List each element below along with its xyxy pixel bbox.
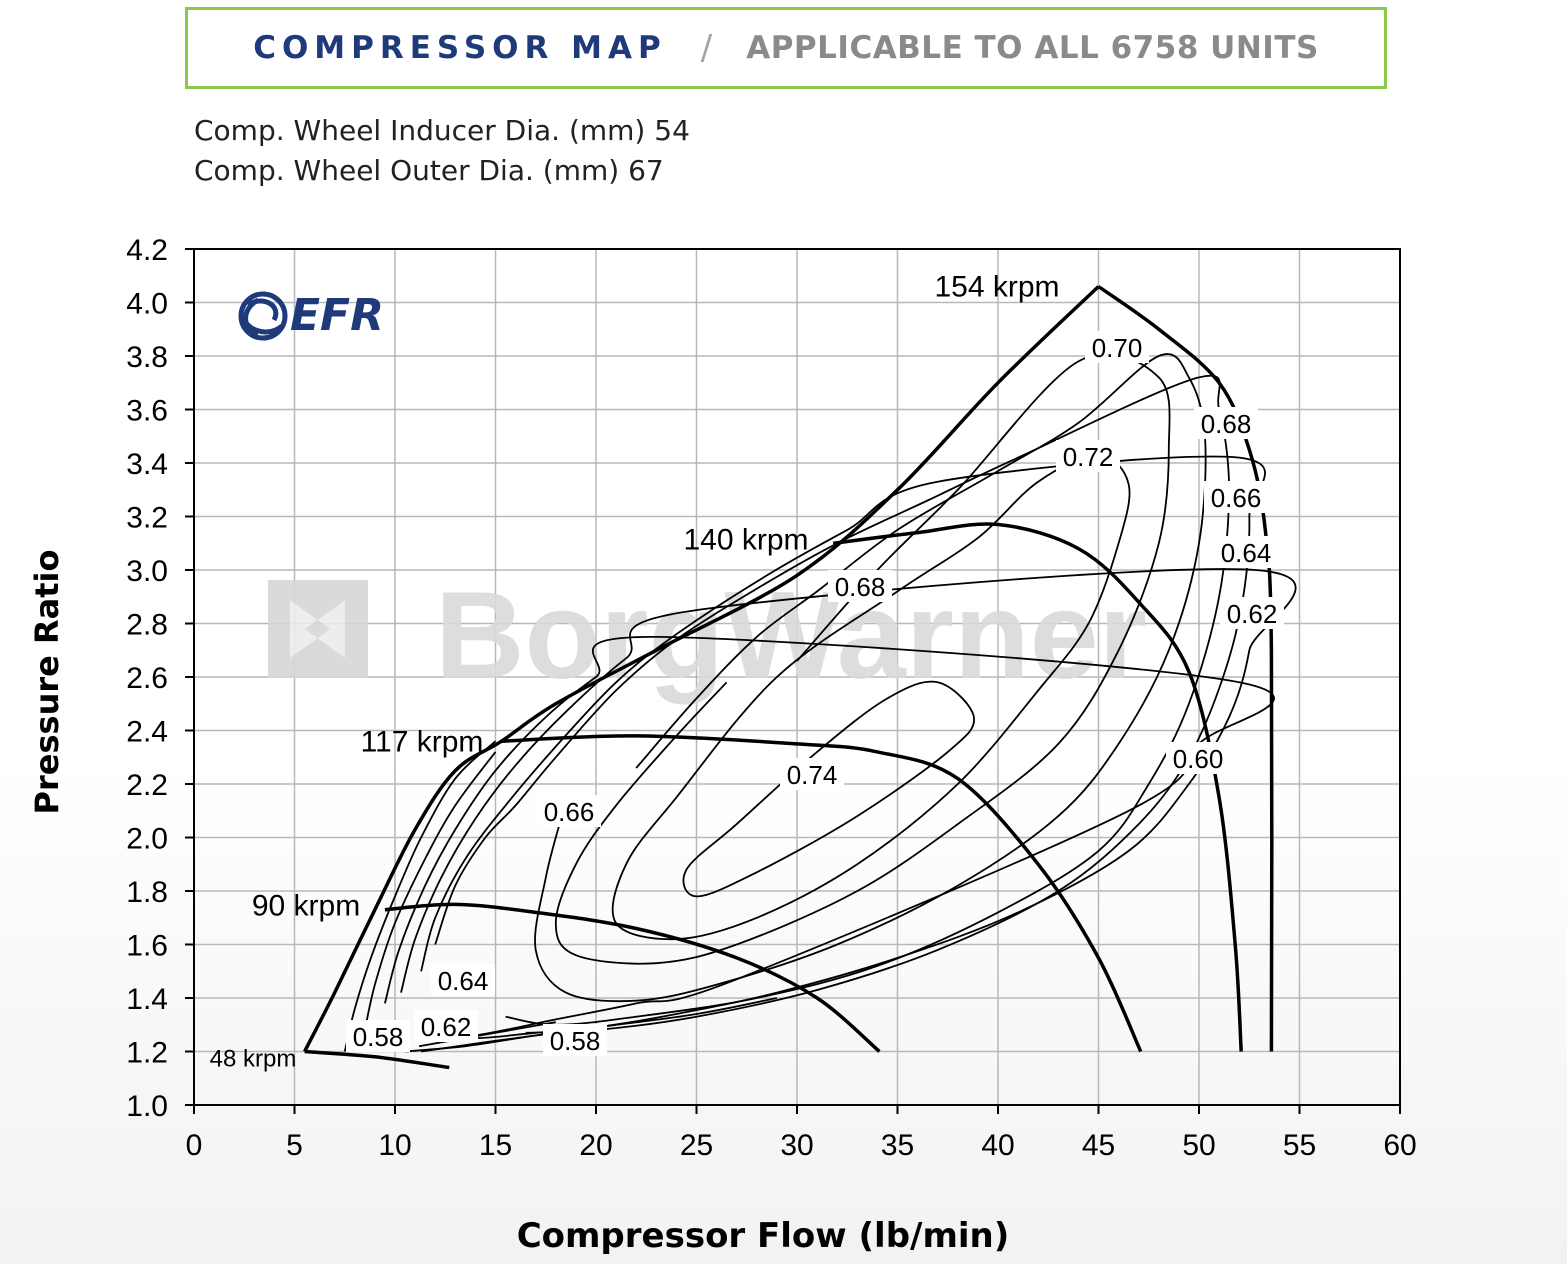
swirl-icon — [238, 291, 288, 341]
efficiency-contour — [400, 568, 1297, 1040]
curve-labels: 154 krpm 140 krpm 117 krpm 90 krpm 48 krpm 0.… — [210, 271, 1284, 1072]
x-tick-label: 15 — [479, 1129, 512, 1162]
speed-line-label: 48 krpm — [210, 1045, 297, 1072]
efficiency-label: 0.68 — [1201, 409, 1252, 439]
speed-line-label: 154 krpm — [934, 271, 1059, 304]
efficiency-label-bg — [1056, 440, 1120, 472]
efficiency-label-bg — [1194, 407, 1258, 439]
x-tick-label: 10 — [378, 1129, 411, 1162]
speed-line-label: 117 krpm — [361, 726, 484, 759]
surge-line — [303, 285, 1100, 1053]
y-axis-label: Pressure Ratio — [28, 550, 66, 815]
efficiency-label-bg — [414, 1010, 478, 1042]
title-separator: / — [700, 28, 713, 68]
efr-logo-text: EFR — [290, 290, 384, 341]
speed-line — [501, 734, 1143, 1053]
efficiency-contour — [418, 1021, 556, 1048]
efficiency-label: 0.58 — [550, 1026, 601, 1056]
chart-subtitle: APPLICABLE TO ALL 6758 UNITS — [746, 30, 1319, 66]
efficiency-label-bg — [543, 1024, 607, 1056]
watermark-text: BorgWarner — [435, 567, 1147, 705]
x-axis-ticks: 0 5 10 15 20 25 30 35 40 45 50 55 60 — [186, 1105, 1417, 1162]
efficiency-label: 0.66 — [1211, 483, 1262, 513]
efficiency-label: 0.64 — [438, 966, 489, 996]
outer-diameter-spec: Comp. Wheel Outer Dia. (mm) 67 — [194, 154, 664, 187]
efr-logo: EFR — [238, 290, 384, 341]
y-tick-label: 2.6 — [126, 662, 168, 695]
y-tick-label: 2.0 — [126, 823, 168, 856]
efficiency-contour — [364, 751, 497, 1031]
y-tick-label: 1.0 — [126, 1090, 168, 1123]
efficiency-contour — [682, 680, 975, 898]
y-tick-label: 1.6 — [126, 930, 168, 963]
efficiency-label-bg — [1085, 331, 1149, 363]
efficiency-contour — [434, 374, 1231, 1026]
inducer-diameter-spec: Comp. Wheel Inducer Dia. (mm) 54 — [194, 114, 690, 147]
x-tick-label: 20 — [579, 1129, 612, 1162]
x-tick-label: 40 — [981, 1129, 1014, 1162]
efficiency-contour — [343, 740, 497, 1052]
y-tick-label: 4.0 — [126, 288, 168, 321]
x-tick-label: 5 — [286, 1129, 303, 1162]
efficiency-label: 0.66 — [544, 797, 595, 827]
efficiency-label: 0.72 — [1063, 442, 1114, 472]
y-tick-label: 1.2 — [126, 1037, 168, 1070]
efficiency-label-bg — [1166, 742, 1230, 774]
efficiency-label: 0.62 — [1227, 599, 1278, 629]
y-tick-label: 3.6 — [126, 395, 168, 428]
y-tick-label: 3.2 — [126, 502, 168, 535]
y-tick-label: 1.4 — [126, 983, 168, 1016]
efficiency-label: 0.60 — [1173, 744, 1224, 774]
y-tick-label: 2.8 — [126, 609, 168, 642]
x-tick-label: 25 — [680, 1129, 713, 1162]
y-tick-label: 3.8 — [126, 341, 168, 374]
curves — [303, 285, 1297, 1070]
efficiency-contour — [554, 352, 1171, 965]
y-tick-label: 2.2 — [126, 769, 168, 802]
efficiency-label-bg — [431, 964, 495, 996]
efficiency-label-bg — [780, 758, 844, 790]
x-tick-label: 50 — [1182, 1129, 1215, 1162]
efficiency-contour — [384, 635, 1275, 1042]
chart-title: COMPRESSOR MAP — [253, 30, 667, 66]
efficiency-label-bg — [346, 1020, 410, 1052]
efficiency-label: 0.74 — [787, 760, 838, 790]
y-tick-label: 1.8 — [126, 876, 168, 909]
efficiency-label-bg — [1214, 536, 1278, 568]
x-tick-label: 55 — [1283, 1129, 1316, 1162]
speed-line — [304, 1049, 450, 1070]
x-tick-label: 45 — [1082, 1129, 1115, 1162]
x-tick-label: 30 — [780, 1129, 813, 1162]
efficiency-contour — [611, 454, 1131, 941]
efficiency-label: 0.62 — [421, 1012, 472, 1042]
x-tick-label: 35 — [881, 1129, 914, 1162]
speed-line-label: 90 krpm — [252, 890, 360, 923]
efficiency-contour — [534, 353, 1207, 1003]
efficiency-label: 0.70 — [1092, 333, 1143, 363]
efficiency-label: 0.64 — [1221, 538, 1272, 568]
speed-line-label: 140 krpm — [683, 524, 808, 557]
x-tick-label: 0 — [186, 1129, 203, 1162]
y-tick-label: 3.4 — [126, 448, 168, 481]
borgwarner-logo-icon — [268, 580, 368, 678]
efficiency-label-bg — [1204, 481, 1268, 513]
y-tick-label: 3.0 — [126, 555, 168, 588]
efficiency-label-bg — [537, 795, 601, 827]
efficiency-label-bg — [828, 570, 892, 602]
speed-line — [384, 902, 881, 1053]
efficiency-label: 0.68 — [835, 572, 886, 602]
title-banner: COMPRESSOR MAP / APPLICABLE TO ALL 6758 … — [185, 7, 1387, 89]
x-axis-label: Compressor Flow (lb/min) — [517, 1216, 1010, 1256]
speed-line — [832, 522, 1243, 1052]
efficiency-label: 0.58 — [353, 1022, 404, 1052]
y-axis-ticks: 1.0 1.2 1.4 1.6 1.8 2.0 2.2 2.4 2.6 2.8 3.0 3.2 3.4 3… — [126, 234, 194, 1123]
borgwarner-watermark: BorgWarner — [268, 567, 1147, 705]
y-tick-label: 4.2 — [126, 234, 168, 267]
y-tick-label: 2.4 — [126, 716, 168, 749]
efficiency-label-bg — [1220, 597, 1284, 629]
x-tick-label: 60 — [1383, 1129, 1416, 1162]
